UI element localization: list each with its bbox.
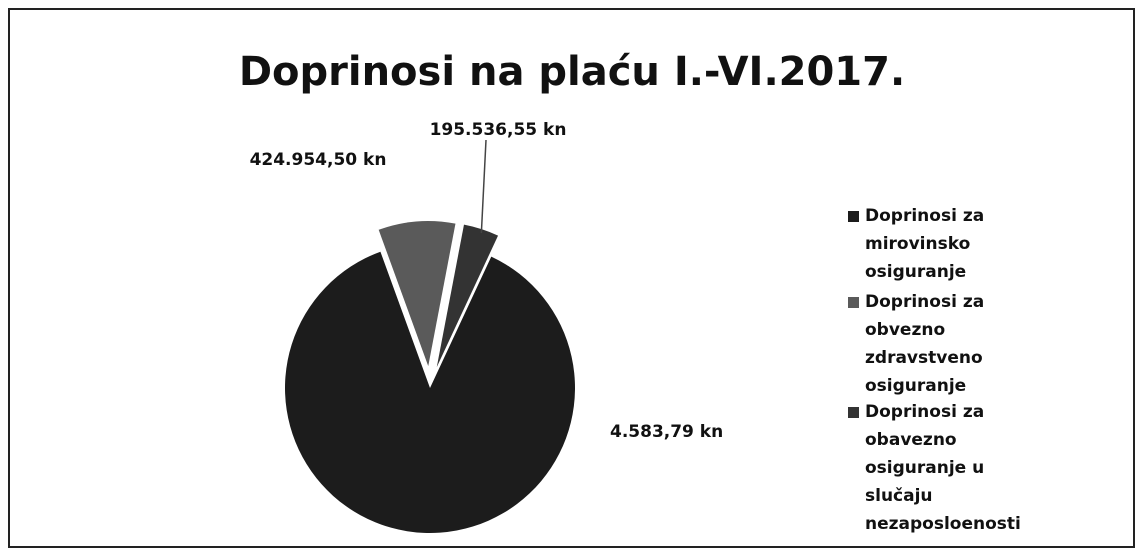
legend-swatch [848, 297, 859, 308]
pie-slice [285, 251, 576, 533]
data-label: 424.954,50 kn [250, 150, 387, 170]
data-label: 195.536,55 kn [430, 120, 567, 140]
legend-swatch [848, 211, 859, 222]
pie-slice [436, 224, 499, 368]
chart-border [8, 8, 1135, 548]
leader-line [480, 139, 487, 234]
legend-label: Doprinosi za mirovinsko osiguranje [865, 206, 985, 282]
legend-label: Doprinosi za obavezno osiguranje u sluča… [865, 402, 1021, 534]
legend-swatch [848, 407, 859, 418]
chart-title: Doprinosi na plaću I.-VI.2017. [239, 49, 905, 95]
legend-label: Doprinosi za obvezno zdravstveno osigura… [865, 292, 985, 396]
data-label: 4.583,79 kn [610, 422, 723, 442]
pie-slice [378, 221, 456, 367]
